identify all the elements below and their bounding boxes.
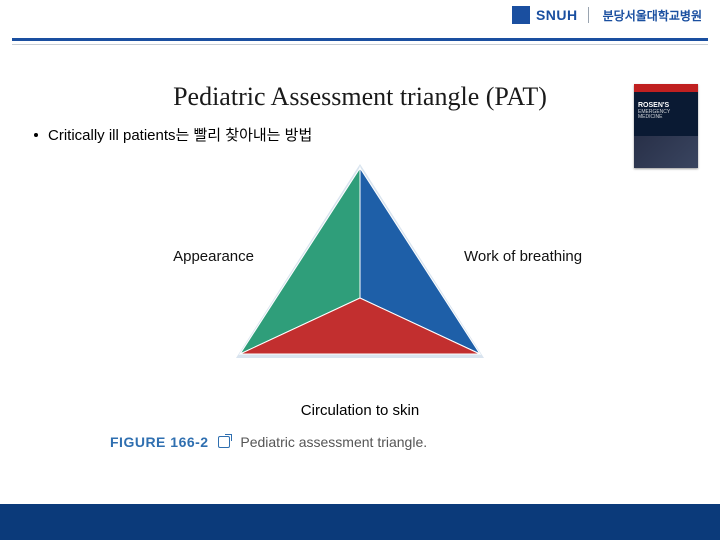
triangle-wrap: Appearance Work of breathing — [150, 158, 570, 378]
logo-mark-icon — [512, 6, 530, 24]
book-subtitle: EMERGENCY MEDICINE — [638, 110, 694, 121]
footer-bar — [0, 504, 720, 540]
figure-caption-text: Pediatric assessment triangle. — [240, 434, 427, 450]
page-title: Pediatric Assessment triangle (PAT) — [0, 82, 720, 112]
logo-text: SNUH — [536, 7, 578, 23]
header-rule-thin — [12, 44, 708, 45]
figure-caption: FIGURE 166-2 Pediatric assessment triang… — [110, 434, 427, 450]
textbook-thumbnail: ROSEN'S EMERGENCY MEDICINE — [634, 84, 698, 168]
triangle-label-circulation: Circulation to skin — [301, 402, 419, 419]
book-title: ROSEN'S — [638, 102, 669, 109]
book-title-block: ROSEN'S EMERGENCY MEDICINE — [638, 102, 694, 121]
triangle-svg — [150, 158, 570, 378]
header-bar: SNUH 분당서울대학교병원 — [0, 0, 720, 36]
book-stripe — [634, 84, 698, 92]
triangle-label-breathing: Work of breathing — [464, 248, 614, 265]
external-link-icon — [218, 436, 230, 448]
bullet-item: Critically ill patients는 빨리 찾아내는 방법 — [34, 124, 312, 145]
hospital-logo: SNUH 분당서울대학교병원 — [512, 6, 702, 24]
pat-diagram: Appearance Work of breathing Circulation… — [0, 158, 720, 419]
header-rule — [12, 38, 708, 41]
bullet-dot-icon — [34, 133, 38, 137]
figure-number: FIGURE 166-2 — [110, 434, 209, 450]
logo-divider — [588, 7, 589, 23]
logo-hospital-name: 분당서울대학교병원 — [603, 7, 702, 24]
triangle-label-appearance: Appearance — [144, 248, 254, 265]
bullet-text: Critically ill patients는 빨리 찾아내는 방법 — [48, 124, 312, 145]
